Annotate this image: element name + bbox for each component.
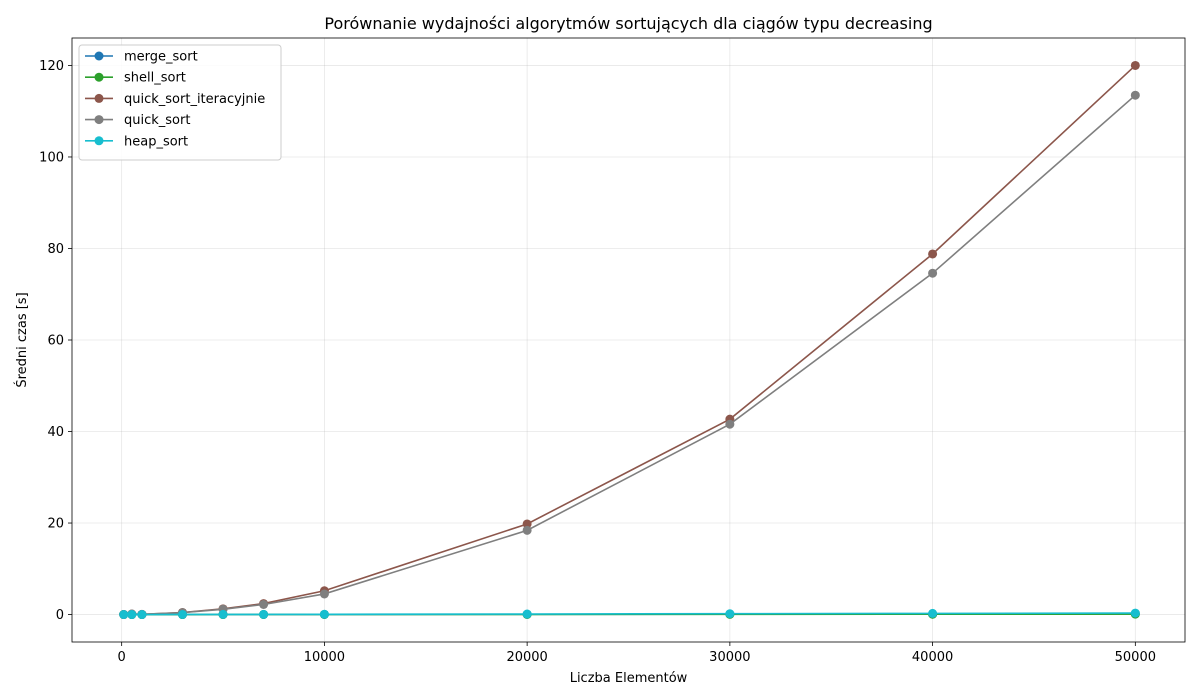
legend-item: merge_sort: [85, 50, 198, 65]
y-tick-label: 0: [56, 608, 64, 623]
legend-box: [78, 44, 282, 161]
data-point: [725, 419, 735, 429]
series-layer: [119, 60, 1140, 620]
legend-item: shell_sort: [85, 71, 186, 86]
data-point: [259, 609, 269, 619]
data-point: [127, 610, 137, 620]
data-point: [725, 609, 735, 619]
data-point: [522, 609, 532, 619]
data-point: [218, 609, 228, 619]
legend-label: heap_sort: [124, 134, 188, 149]
data-point: [1130, 90, 1140, 100]
x-tick-label: 50000: [1115, 650, 1156, 665]
series-heap-sort: [119, 608, 1140, 620]
legend-swatch-marker: [94, 93, 104, 103]
ticks-layer: 0 10000 20000 30000 40000 50000 0 20 40 60 80 100 12…: [39, 59, 1156, 665]
y-axis-label: Średni czas [s]: [14, 292, 30, 387]
y-tick-label: 80: [47, 242, 64, 257]
x-tick-label: 40000: [912, 650, 953, 665]
x-tick-label: 20000: [506, 650, 547, 665]
legend-swatch-marker: [94, 51, 104, 61]
data-point: [319, 589, 329, 599]
chart-title: Porównanie wydajności algorytmów sortują…: [324, 14, 932, 33]
data-point: [928, 608, 938, 618]
y-tick-label: 120: [39, 59, 64, 74]
legend-item: quick_sort_iteracyjnie: [85, 92, 265, 107]
y-tick-label: 60: [47, 334, 64, 349]
data-point: [177, 609, 187, 619]
y-tick-label: 20: [47, 517, 64, 532]
data-point: [119, 610, 129, 620]
data-point: [928, 268, 938, 278]
x-tick-label: 10000: [304, 650, 345, 665]
data-point: [319, 609, 329, 619]
data-point: [137, 610, 147, 620]
x-tick-label: 0: [118, 650, 126, 665]
legend-swatch-marker: [94, 72, 104, 82]
legend-item: quick_sort: [85, 113, 190, 128]
data-point: [1130, 60, 1140, 70]
legend-swatch-marker: [94, 115, 104, 125]
legend-label: merge_sort: [124, 50, 198, 65]
x-tick-label: 30000: [709, 650, 750, 665]
legend-label: quick_sort: [124, 113, 190, 128]
data-point: [259, 599, 269, 609]
legend-item: heap_sort: [85, 134, 188, 149]
data-point: [1130, 608, 1140, 618]
legend: merge_sort shell_sort quick_sort_iteracyjn…: [78, 44, 282, 161]
y-tick-label: 100: [39, 150, 64, 165]
data-point: [522, 525, 532, 535]
data-point: [928, 249, 938, 259]
x-axis-label: Liczba Elementów: [570, 671, 688, 686]
legend-label: quick_sort_iteracyjnie: [124, 92, 265, 107]
legend-swatch-marker: [94, 136, 104, 146]
y-tick-label: 40: [47, 425, 64, 440]
legend-label: shell_sort: [124, 71, 186, 86]
data-point: [522, 519, 532, 529]
